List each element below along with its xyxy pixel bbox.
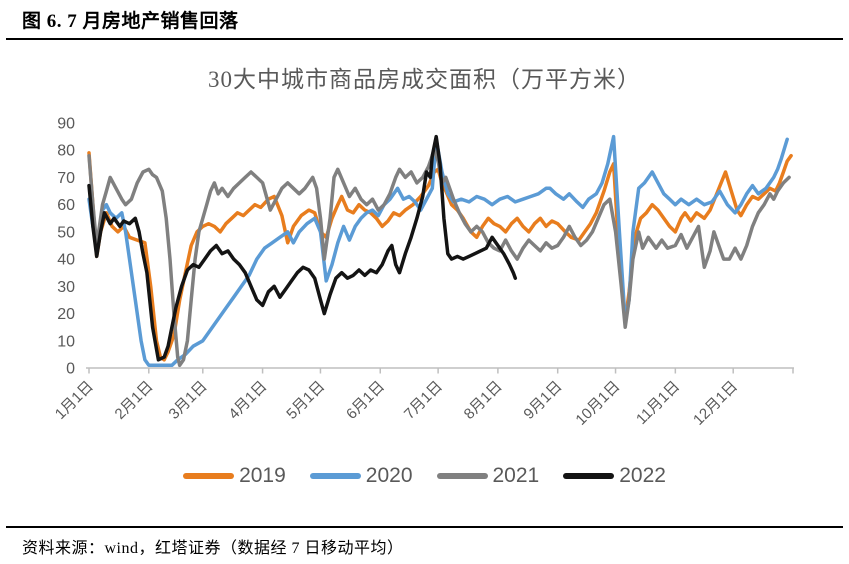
source-note: 资料来源：wind，红塔证券（数据经 7 日移动平均）	[22, 540, 404, 557]
x-axis-label: 1月1日	[52, 378, 97, 423]
legend-swatch-2022	[563, 473, 615, 479]
legend-label-2019: 2019	[239, 464, 286, 487]
legend-label-2022: 2022	[619, 464, 666, 487]
source-divider	[6, 526, 843, 528]
y-axis-label: 50	[57, 224, 75, 241]
x-axis-label: 2月1日	[112, 378, 157, 423]
legend-label-2020: 2020	[365, 464, 413, 487]
x-axis-label: 12月1日	[690, 378, 741, 429]
series-line-2021	[87, 148, 791, 368]
x-axis-label: 4月1日	[225, 378, 270, 423]
chart-title: 30大中城市商品房成交面积（万平方米）	[208, 67, 641, 92]
x-axis-label: 5月1日	[283, 378, 328, 423]
legend-item-2021: 2021	[436, 464, 540, 488]
y-axis-label: 80	[57, 143, 75, 160]
legend-label-2021: 2021	[492, 464, 540, 487]
y-axis-label: 0	[66, 361, 75, 378]
y-axis-label: 30	[57, 279, 75, 296]
y-axis-label: 70	[57, 170, 75, 187]
x-axis-label: 3月1日	[166, 378, 211, 423]
series-line-2022	[87, 134, 518, 362]
y-axis-label: 10	[57, 333, 75, 350]
y-axis-label: 90	[57, 116, 75, 133]
y-axis-label: 40	[57, 252, 75, 269]
legend-item-2022: 2022	[563, 464, 666, 488]
legend-item-2019: 2019	[183, 464, 286, 488]
legend-swatch-2021	[436, 473, 488, 479]
y-axis-label: 60	[57, 197, 75, 214]
x-axis-label: 11月1日	[633, 378, 683, 428]
x-axis-label: 10月1日	[572, 378, 623, 429]
x-axis-label: 7月1日	[401, 378, 446, 423]
x-axis-label: 8月1日	[461, 378, 506, 423]
legend-swatch-2019	[183, 473, 235, 479]
chart-canvas: 0 10 20 30 40 50 60 70 80 90 1月1日 2月1日 3月1日 4月1日 5月1日 6…	[52, 116, 794, 429]
x-axis-label: 9月1日	[520, 378, 565, 423]
legend: 2019 2020 2021 2022	[0, 464, 849, 488]
figure-title: 图 6. 7 月房地产销售回落	[22, 11, 239, 32]
title-divider	[6, 38, 843, 40]
legend-item-2020: 2020	[309, 464, 413, 488]
series-line-2020	[87, 134, 789, 368]
y-axis-label: 20	[57, 306, 75, 323]
legend-swatch-2020	[309, 473, 361, 479]
x-axis-label: 6月1日	[343, 378, 388, 423]
